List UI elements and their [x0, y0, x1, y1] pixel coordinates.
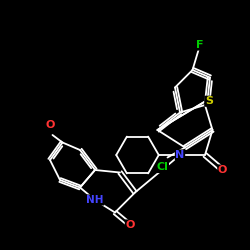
Text: N: N	[176, 150, 184, 160]
Text: Cl: Cl	[156, 162, 168, 172]
Text: O: O	[45, 120, 55, 130]
Text: O: O	[218, 165, 227, 175]
Text: O: O	[125, 220, 135, 230]
Text: S: S	[205, 96, 213, 106]
Text: F: F	[196, 40, 204, 50]
Text: NH: NH	[86, 195, 104, 205]
